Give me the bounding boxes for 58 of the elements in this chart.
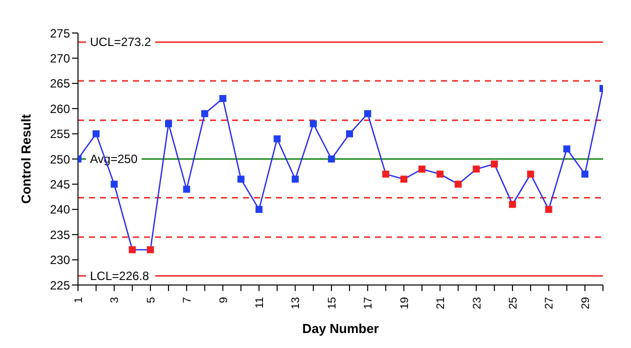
y-tick-label: 230 <box>50 253 70 268</box>
x-tick-label: 9 <box>218 297 230 304</box>
y-tick-label: 250 <box>50 152 70 166</box>
x-tick-label: 19 <box>398 297 411 310</box>
y-tick-label: 245 <box>50 177 70 192</box>
point <box>527 170 534 178</box>
ref-line-label: LCL=226.8 <box>90 268 150 283</box>
x-tick-label: 3 <box>109 297 122 304</box>
x-tick-label: 25 <box>507 297 520 310</box>
point <box>346 130 354 138</box>
point <box>110 180 118 188</box>
point <box>219 95 226 102</box>
x-tick-label: 15 <box>326 297 338 310</box>
point <box>364 110 372 118</box>
ref-line-label: UCL=273.2 <box>90 35 152 50</box>
y-tick-label: 265 <box>50 76 70 91</box>
point <box>92 130 100 138</box>
x-tick-label: 27 <box>544 297 556 310</box>
point <box>183 186 190 193</box>
y-tick-label: 270 <box>50 51 70 66</box>
y-tick-label: 260 <box>50 102 70 116</box>
point <box>292 176 299 183</box>
point <box>128 246 136 254</box>
x-tick-label: 11 <box>254 297 266 308</box>
point <box>581 170 588 178</box>
x-tick-label: 7 <box>182 297 194 304</box>
y-tick-label: 235 <box>50 228 70 242</box>
y-tick-label: 225 <box>50 278 70 292</box>
point <box>328 156 335 162</box>
point <box>201 110 208 118</box>
y-tick-label: 240 <box>50 202 70 217</box>
point <box>508 200 516 208</box>
x-tick-label: 1 <box>73 297 85 304</box>
point <box>310 120 317 128</box>
point <box>400 176 408 183</box>
point <box>545 206 552 213</box>
point <box>165 120 172 128</box>
x-tick-label: 29 <box>580 297 592 310</box>
point <box>472 166 480 173</box>
x-tick-label: 13 <box>290 297 302 310</box>
point <box>382 170 390 178</box>
point <box>274 135 281 142</box>
x-tick-label: 5 <box>145 297 158 304</box>
point <box>237 176 244 183</box>
y-tick-label: 255 <box>50 127 70 142</box>
point <box>563 145 570 152</box>
x-tick-label: 23 <box>471 297 484 310</box>
point <box>256 206 263 213</box>
y-tick-label: 275 <box>50 26 70 40</box>
point <box>454 180 462 188</box>
y-axis-title: Control Result <box>18 114 34 204</box>
point <box>146 246 154 254</box>
x-axis-title: Day Number <box>302 321 379 336</box>
point <box>436 170 444 178</box>
point <box>418 166 426 173</box>
x-tick-label: 17 <box>362 297 375 310</box>
x-tick-label: 21 <box>435 297 448 310</box>
point <box>490 160 498 168</box>
